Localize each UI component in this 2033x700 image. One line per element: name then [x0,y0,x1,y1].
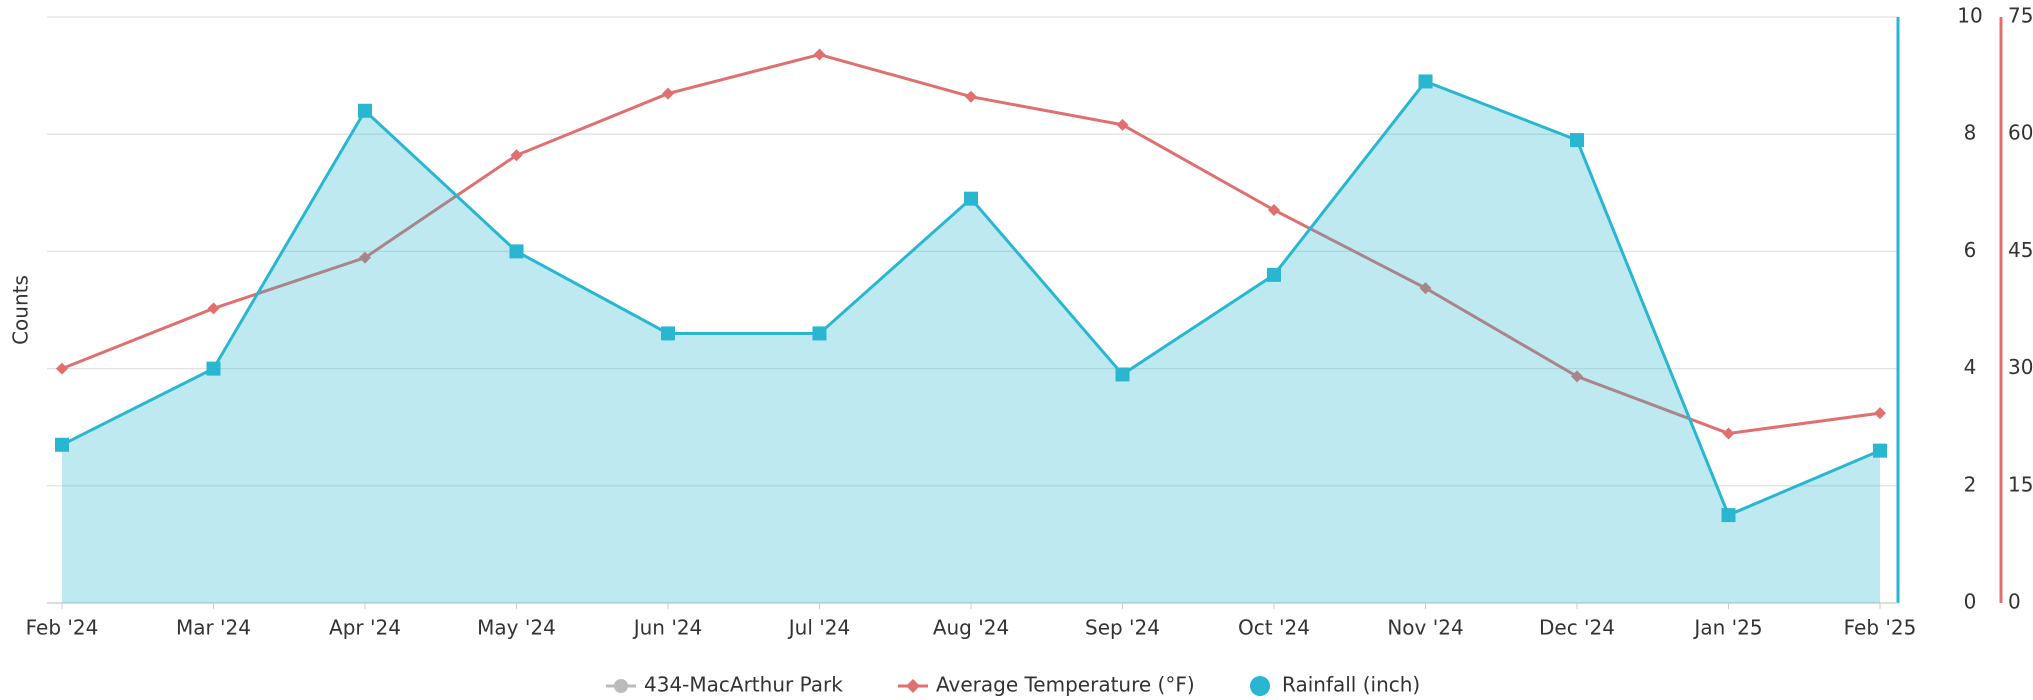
point [509,244,524,259]
x-tick-label: Feb '25 [1844,616,1917,640]
point [1116,118,1129,131]
point [1722,427,1735,440]
y2-tick-label: 8 [1964,121,1977,145]
legend-marker [906,679,920,693]
point [1267,267,1281,282]
y2-tick-label: 10 [1957,4,1982,28]
area [62,81,1880,603]
point [1115,367,1130,382]
y2-tick-label: 4 [1964,355,1977,379]
y3-tick-label: 60 [2008,121,2033,145]
point [56,362,68,375]
y3-tick-label: 0 [2008,590,2021,614]
y2-tick-label: 6 [1964,238,1977,262]
x-tick-label: Sep '24 [1085,616,1160,640]
y3-tick-label: 30 [2008,355,2033,379]
x-tick-label: Apr '24 [329,616,401,640]
point [964,191,978,206]
point [359,251,371,264]
y3-tick-label: 15 [2008,472,2033,496]
point [662,87,674,100]
point [1268,203,1280,216]
x-tick-label: Nov '24 [1387,616,1463,640]
point [1570,133,1584,148]
point [661,326,675,341]
point [1874,407,1886,420]
point [55,437,69,452]
x-tick-label: May '24 [477,616,556,640]
y2-tick-label: 0 [1964,590,1977,614]
x-tick-label: Jan '25 [1692,616,1762,640]
x-tick-label: Jul '24 [787,616,850,640]
x-tick-label: Feb '24 [26,616,99,640]
point [1418,74,1433,89]
point [813,48,826,61]
y3-tick-label: 75 [2008,4,2033,28]
x-tick-label: Mar '24 [176,616,251,640]
point [207,302,220,315]
point [1873,443,1887,458]
x-tick-label: Dec '24 [1539,616,1615,640]
y2-tick-label: 2 [1964,472,1977,496]
x-tick-label: Jun '24 [632,616,703,640]
y-axis-title: Counts [9,275,33,345]
legend-marker [614,679,628,693]
legend-marker [1250,676,1270,696]
point [510,149,523,162]
point [1721,508,1736,523]
legend-label: 434-MacArthur Park [644,673,843,697]
point [1571,370,1583,383]
point [206,361,221,376]
point [1419,282,1432,295]
point [358,103,372,118]
legend-label: Rainfall (inch) [1282,673,1420,697]
point [965,90,977,103]
x-tick-label: Oct '24 [1238,616,1310,640]
legend-label: Average Temperature (°F) [936,673,1195,697]
y3-tick-label: 45 [2008,238,2033,262]
x-tick-label: Aug '24 [933,616,1009,640]
point [812,326,827,341]
